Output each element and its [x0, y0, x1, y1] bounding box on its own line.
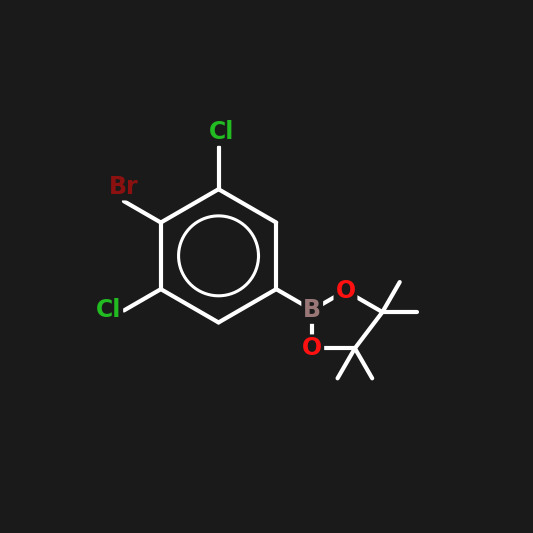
Text: O: O [302, 336, 322, 360]
Text: B: B [303, 298, 321, 322]
Text: Cl: Cl [208, 120, 234, 144]
Text: O: O [335, 279, 356, 303]
Text: Cl: Cl [96, 298, 121, 322]
Text: Br: Br [109, 174, 139, 198]
